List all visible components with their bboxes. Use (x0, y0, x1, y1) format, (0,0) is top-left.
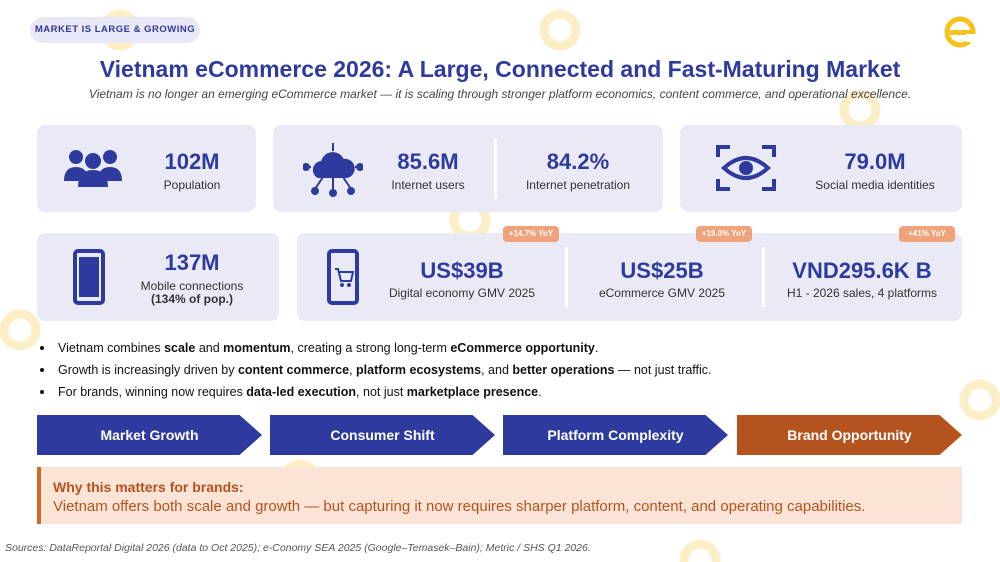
bold-text: content commerce (237, 363, 350, 377)
bullet-dot (40, 367, 44, 372)
icon-phone (73, 249, 105, 305)
logo (944, 16, 976, 48)
text: , not just (356, 385, 407, 399)
bold-text: momentum (223, 341, 291, 355)
stat-card: US$39B Digital economy GMV 2025 US$25B e… (297, 233, 962, 321)
text: — not just traffic. (614, 363, 712, 377)
yoy-badge: +14.7% YoY (503, 226, 559, 242)
step-chevron: Consumer Shift (270, 415, 495, 455)
bold-text: better operations (512, 363, 615, 377)
text: Vietnam combines (58, 341, 165, 355)
stat-label: Digital economy GMV 2025 (388, 286, 536, 300)
bullet: Vietnam combines scale and momentum, cre… (40, 341, 598, 355)
stat-card: 79.0M Social media identities (680, 125, 962, 212)
text: and (195, 341, 224, 355)
bold-text: marketplace presence (406, 385, 539, 399)
text: . (594, 341, 599, 355)
stat-label: Internet penetration (525, 178, 631, 192)
subtitle: Vietnam is no longer an emerging eCommer… (88, 87, 912, 101)
stat-value: VND295.6K B (792, 258, 932, 283)
step-chevron: Brand Opportunity (737, 415, 962, 455)
icon-shop-phone (327, 249, 359, 305)
stat-card: 137M Mobile connections (134% of pop.) (37, 233, 279, 321)
text: Growth is increasingly driven by (58, 363, 238, 377)
step-chevron: Market Growth (37, 415, 262, 455)
text: , creating a strong long-term (290, 341, 451, 355)
divider (494, 139, 497, 199)
stat-label: H1 - 2026 sales, 4 platforms (786, 286, 938, 300)
yoy-badge: +19.0% YoY (696, 226, 752, 242)
icon-eye (716, 145, 776, 191)
callout-heading: Why this matters for brands: (53, 479, 244, 495)
bold-text: eCommerce opportunity (450, 341, 595, 355)
stat-value: US$39B (420, 258, 504, 283)
stat-value: 84.2% (546, 149, 610, 174)
yoy-badge: +41% YoY (899, 226, 955, 242)
icon-cloud (303, 143, 363, 197)
section-tag: MARKET IS LARGE & GROWING (30, 17, 200, 43)
text: , and (481, 363, 513, 377)
stat-label: Internet users (391, 178, 465, 192)
divider (762, 247, 765, 307)
stat-label: Mobile connections (140, 279, 244, 293)
bold-text: data-led execution (246, 385, 357, 399)
stat-label: Social media identities (815, 178, 935, 192)
stat-card: 85.6M Internet users 84.2% Internet pene… (273, 125, 663, 212)
bullet-dot (40, 389, 44, 394)
bold-text: scale (164, 341, 196, 355)
text: . (538, 385, 542, 399)
stat-value: 102M (164, 149, 220, 174)
title: Vietnam eCommerce 2026: A Large, Connect… (99, 56, 901, 82)
callout: Why this matters for brands: Vietnam off… (37, 467, 962, 524)
stat-value: 79.0M (844, 149, 906, 174)
sources: Sources: DataReportal Digital 2026 (data… (5, 542, 591, 554)
stat-label: eCommerce GMV 2025 (598, 286, 726, 300)
bold-text: platform ecosystems (356, 363, 482, 377)
callout-body: Vietnam offers both scale and growth — b… (53, 498, 866, 515)
text: For brands, winning now requires (58, 385, 247, 399)
bullet-dot (40, 345, 44, 350)
stat-value: US$25B (620, 258, 704, 283)
stat-label: Population (163, 178, 221, 192)
text: , (349, 363, 357, 377)
bullet: For brands, winning now requires data-le… (40, 385, 542, 399)
stat-value: 85.6M (397, 149, 459, 174)
stat-value: 137M (164, 250, 220, 275)
step-chevron: Platform Complexity (503, 415, 728, 455)
stat-card: 102M Population (37, 125, 256, 212)
bullet: Growth is increasingly driven by content… (40, 363, 712, 377)
stat-note: (134% of pop.) (150, 292, 233, 306)
icon-people (64, 150, 122, 187)
divider (565, 247, 568, 307)
